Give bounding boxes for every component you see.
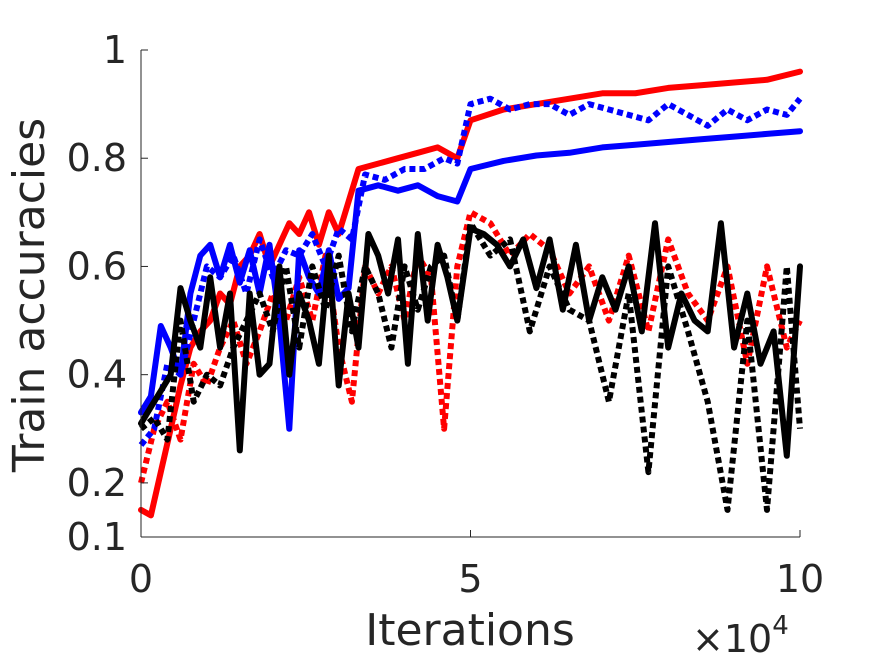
y-tick-label: 0.6	[67, 244, 127, 288]
x-exponent-base: 10	[724, 617, 772, 661]
x-tick-label: 0	[129, 557, 153, 601]
x-exponent-power: 4	[772, 611, 789, 641]
series-layer	[138, 68, 803, 519]
y-tick-label: 0.4	[67, 353, 127, 397]
y-tick-label: 0.1	[67, 515, 127, 559]
ticks-layer: 0.10.20.40.60.810 5 10	[67, 28, 825, 601]
series-line-4	[138, 95, 803, 447]
y-tick-label: 0.2	[67, 461, 127, 505]
x-exponent-prefix: ×	[692, 617, 724, 661]
x-tick-label: 5	[458, 557, 482, 601]
y-axis-title: Train accuracies	[4, 118, 55, 473]
y-tick-label: 1	[103, 28, 127, 72]
y-tick-label: 0.8	[67, 136, 127, 180]
series-line-6	[139, 220, 803, 513]
x-axis-exponent: ×104	[692, 611, 789, 661]
series-line-5	[138, 220, 803, 459]
x-axis-title: Iterations	[365, 605, 575, 656]
x-tick-label: 10	[776, 557, 824, 601]
